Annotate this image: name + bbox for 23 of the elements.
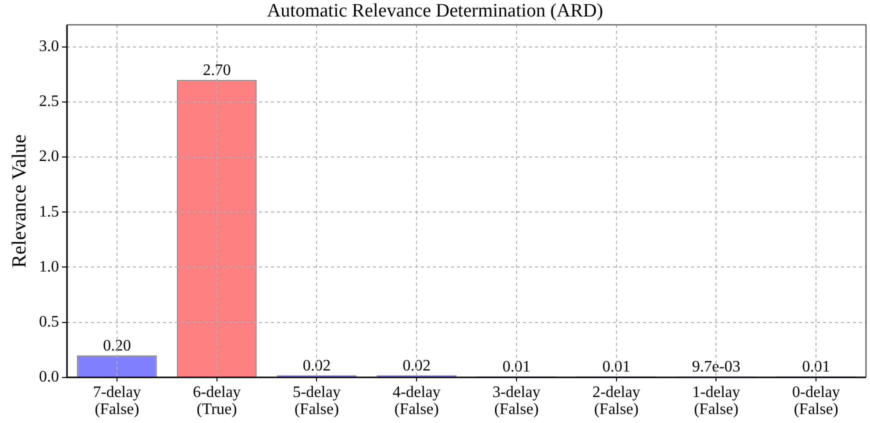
data-label: 0.20 (102, 338, 131, 355)
y-tick-label: 2.5 (39, 93, 59, 110)
x-tick-label: 2-delay (False) (592, 384, 640, 418)
x-tick-label: 6-delay (True) (192, 384, 241, 418)
y-axis-title: Relevance Value (8, 134, 30, 268)
y-tick-label: 0.0 (39, 368, 59, 386)
data-label: 0.01 (602, 358, 630, 376)
y-tick-label: 3.0 (39, 38, 59, 56)
y-tick-label: 1.5 (39, 203, 59, 220)
data-label: 2.70 (202, 62, 231, 80)
x-tick-label: 4-delay (False) (392, 384, 441, 418)
data-label: 0.01 (802, 358, 830, 376)
x-tick-label: 7-delay (False) (92, 384, 141, 418)
data-label: 9.7e-03 (692, 358, 740, 376)
x-tick-label: 3-delay (False) (492, 384, 540, 418)
data-label: 0.01 (502, 358, 530, 376)
x-tick-label: 0-delay (False) (792, 384, 840, 418)
chart-title: Automatic Relevance Determination (ARD) (266, 0, 604, 22)
y-tick-label: 2.0 (39, 148, 59, 166)
x-tick-label: 5-delay (False) (292, 384, 341, 418)
x-tick-label: 1-delay (False) (692, 384, 740, 418)
y-tick-label: 0.5 (39, 314, 59, 331)
y-tick-label: 1.0 (39, 258, 59, 276)
